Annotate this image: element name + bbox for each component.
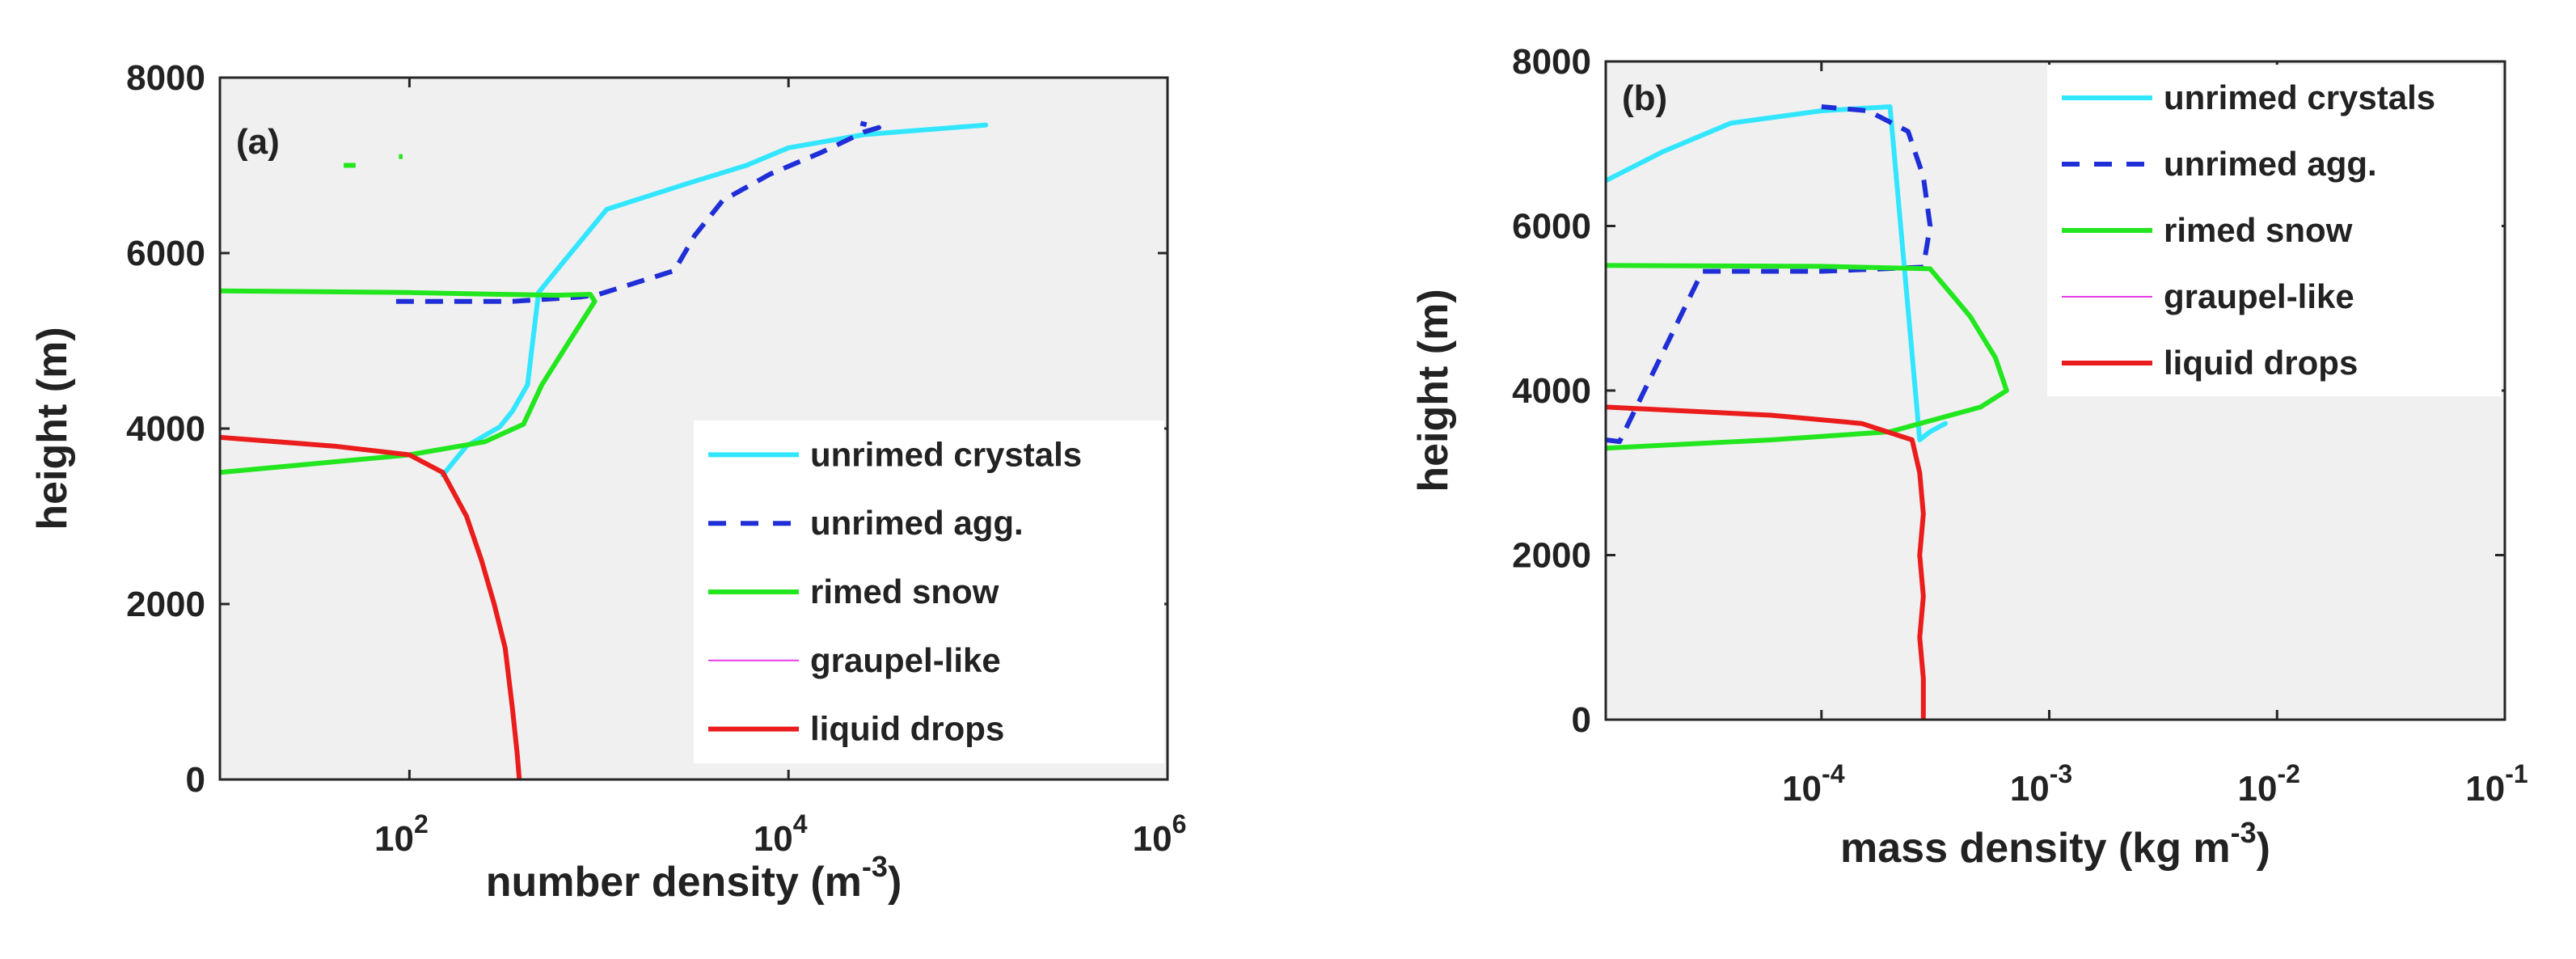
panel-a-ytick-label: 4000 bbox=[126, 409, 205, 449]
panel-b-xtick-label: 10-3 bbox=[2010, 759, 2072, 809]
panel-a-legend: unrimed crystals unrimed agg. rimed snow gr… bbox=[694, 420, 1164, 763]
panel-b-mass-density-chart: 0 2000 4000 6000 8000 10-4 10-3 10-2 10-1 mass de… bbox=[1410, 42, 2528, 872]
panel-b-legend: unrimed crystals unrimed agg. rimed snow gr… bbox=[2047, 65, 2502, 396]
panel-b-series-rimed-snow bbox=[1606, 263, 2009, 451]
panel-a-ytick-label: 2000 bbox=[126, 585, 205, 624]
panel-b-ytick-label: 8000 bbox=[1512, 42, 1591, 82]
panel-b-ytick-label: 4000 bbox=[1512, 371, 1591, 411]
panel-a-x-axis-title: number density (m-3) bbox=[486, 850, 902, 906]
panel-a-legend-label-rimed-snow: rimed snow bbox=[810, 572, 999, 610]
panel-a-ytick-label: 6000 bbox=[126, 234, 205, 273]
panel-b-label: (b) bbox=[1622, 78, 1667, 118]
panel-a-series-liquid-drops bbox=[220, 434, 522, 779]
panel-b-ytick-label: 2000 bbox=[1512, 536, 1591, 576]
panel-b-ytick-label: 6000 bbox=[1512, 207, 1591, 247]
panel-a-series-unrimed-agg bbox=[395, 120, 881, 304]
panel-a-xtick-label: 106 bbox=[1133, 809, 1187, 859]
panel-b-legend-label-unrimed-agg: unrimed agg. bbox=[2164, 145, 2377, 183]
panel-a-series-group bbox=[220, 120, 989, 779]
panel-a-ytick-label: 0 bbox=[186, 760, 205, 800]
panel-b-x-axis-title: mass density (kg m-3) bbox=[1840, 816, 2270, 872]
panel-b-legend-label-liquid-drops: liquid drops bbox=[2164, 344, 2358, 382]
panel-b-series-unrimed-agg bbox=[1606, 104, 1933, 445]
panel-b-xtick-label: 10-2 bbox=[2238, 759, 2300, 809]
panel-a-legend-label-liquid-drops: liquid drops bbox=[810, 710, 1004, 748]
panel-b-legend-label-rimed-snow: rimed snow bbox=[2164, 211, 2353, 249]
panel-a-legend-label-graupel-like: graupel-like bbox=[810, 641, 1001, 679]
panel-a-label: (a) bbox=[236, 122, 280, 162]
panel-b-series-liquid-drops bbox=[1606, 404, 1926, 720]
panel-b-y-axis-title: height (m) bbox=[1410, 289, 1457, 492]
panel-b-series-group bbox=[1606, 104, 2009, 720]
panel-a-legend-label-unrimed-crystals: unrimed crystals bbox=[810, 435, 1082, 473]
panel-a-y-axis-title: height (m) bbox=[29, 327, 76, 530]
panel-b-xtick-label: 10-1 bbox=[2465, 759, 2527, 809]
panel-b-ytick-label: 0 bbox=[1572, 700, 1591, 740]
panel-b-legend-label-graupel-like: graupel-like bbox=[2164, 277, 2354, 315]
panel-b-legend-label-unrimed-crystals: unrimed crystals bbox=[2164, 78, 2435, 116]
panel-a-series-rimed-snow bbox=[220, 288, 598, 475]
panel-a-ytick-label: 8000 bbox=[126, 58, 205, 98]
panel-a-number-density-chart: 0 2000 4000 6000 8000 102 104 106 number density… bbox=[29, 58, 1186, 906]
panel-a-xtick-label: 104 bbox=[754, 809, 808, 859]
panel-a-legend-label-unrimed-agg: unrimed agg. bbox=[810, 504, 1024, 542]
panel-a-series-unrimed-crystals bbox=[440, 122, 989, 478]
panel-b-xtick-label: 10-4 bbox=[1782, 759, 1845, 809]
panel-a-xtick-label: 102 bbox=[374, 809, 429, 859]
